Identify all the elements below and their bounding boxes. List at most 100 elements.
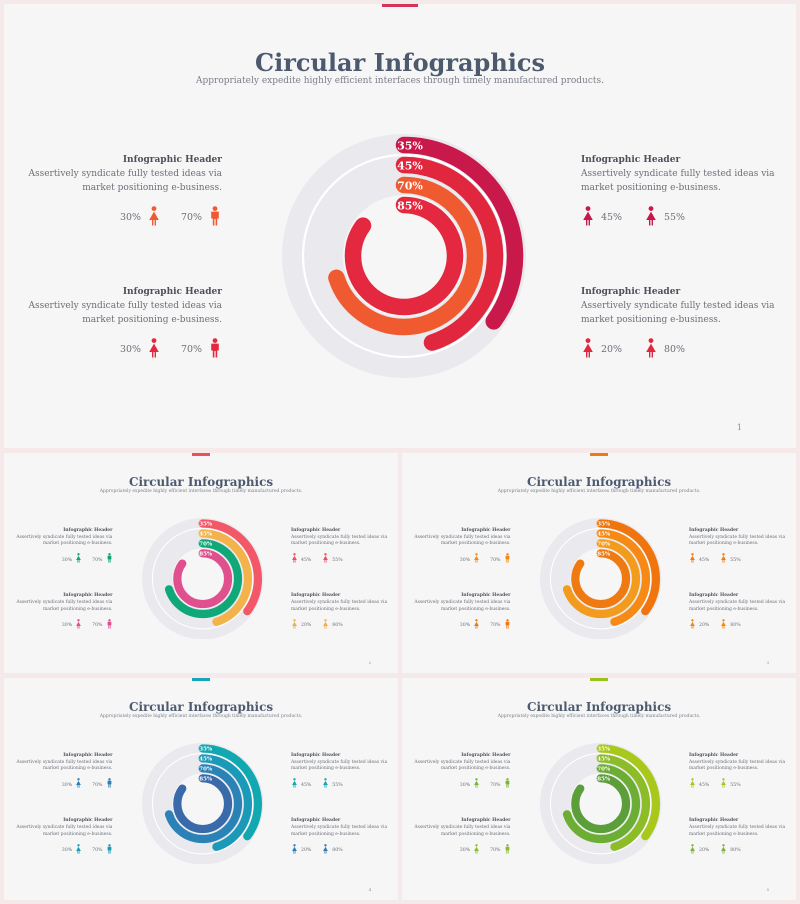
slide-1[interactable]: Circular Infographics Appropriately expe… [4, 4, 796, 448]
infographic-block-4: Infographic Header Assertively syndicate… [291, 593, 387, 633]
infographic-stats: 20% 80% [689, 844, 785, 858]
infographic-text-line1: Assertively syndicate fully tested ideas… [414, 825, 511, 831]
infographic-text-line2: market positioning e-business. [43, 832, 113, 838]
infographic-text-line2: market positioning e-business. [82, 314, 222, 325]
stat-percent: 70% [490, 848, 501, 854]
circular-progress-chart: 35% 45% 70% 85% [540, 517, 662, 640]
chart-inner-guide [550, 527, 652, 630]
ring-label: 45% [397, 160, 423, 173]
infographic-header: Infographic Header [63, 593, 113, 599]
slide-subtitle: Appropriately expedite highly efficient … [196, 76, 604, 86]
infographic-header: Infographic Header [63, 527, 113, 533]
infographic-block-1: Infographic Header Assertively syndicate… [414, 528, 510, 568]
slide-2[interactable]: Circular Infographics Appropriately expe… [4, 453, 398, 673]
slide-3[interactable]: Circular Infographics Appropriately expe… [402, 453, 796, 673]
ring-45% [551, 528, 651, 628]
infographic-block-3: Infographic Header Assertively syndicate… [689, 753, 785, 793]
stat-percent: 20% [300, 848, 312, 854]
female-icon [720, 778, 727, 792]
female-icon [473, 844, 480, 858]
infographic-text-line1: Assertively syndicate fully tested ideas… [689, 534, 786, 540]
ring-label: 85% [397, 200, 423, 213]
ring-70% [561, 538, 641, 618]
stat-percent: 45% [601, 212, 622, 224]
stat-item: 30% [460, 619, 480, 633]
infographic-block-1: Infographic Header Assertively syndicate… [414, 753, 510, 793]
stat-item: 45% [581, 206, 622, 232]
chart-inner-guide [301, 153, 507, 359]
infographic-stats: 30% 70% [414, 778, 510, 792]
infographic-text-line1: Assertively syndicate fully tested ideas… [689, 759, 786, 765]
male-icon [504, 619, 511, 633]
stat-percent: 30% [120, 344, 142, 356]
stat-item: 80% [322, 844, 343, 858]
infographic-header: Infographic Header [689, 752, 739, 758]
male-icon [504, 844, 511, 858]
infographic-header: Infographic Header [689, 527, 739, 533]
infographic-block-3: Infographic Header Assertively syndicate… [291, 528, 387, 568]
infographic-header: Infographic Header [291, 818, 341, 824]
infographic-text-line1: Assertively syndicate fully tested ideas… [28, 168, 222, 179]
stat-percent: 20% [698, 623, 710, 629]
ring-label: 45% [598, 756, 612, 762]
infographic-block-1: Infographic Header Assertively syndicate… [28, 154, 222, 232]
female-icon [291, 619, 298, 633]
stat-percent: 70% [490, 782, 501, 788]
stat-percent: 70% [490, 623, 501, 629]
stat-percent: 55% [663, 212, 685, 224]
ring-35% [143, 519, 263, 638]
ring-label: 35% [397, 140, 423, 153]
infographic-block-2: Infographic Header Assertively syndicate… [414, 818, 510, 858]
infographic-block-3: Infographic Header Assertively syndicate… [291, 753, 387, 793]
ring-label: 85% [598, 776, 612, 782]
stat-percent: 80% [663, 344, 685, 356]
female-icon [689, 844, 696, 858]
stat-percent: 30% [120, 212, 142, 224]
infographic-text-line2: market positioning e-business. [82, 182, 222, 193]
stat-item: 30% [120, 206, 161, 232]
infographic-block-2: Infographic Header Assertively syndicate… [414, 593, 510, 633]
stat-percent: 30% [459, 557, 471, 563]
infographic-text-line1: Assertively syndicate fully tested ideas… [291, 600, 388, 606]
slide-title: Circular Infographics [128, 474, 274, 489]
infographic-header: Infographic Header [461, 752, 511, 758]
infographic-block-4: Infographic Header Assertively syndicate… [689, 593, 785, 633]
slide-accent-bar [192, 678, 210, 681]
slide-title: Circular Infographics [526, 699, 672, 714]
female-icon [689, 619, 696, 633]
stat-item: 55% [720, 553, 741, 567]
infographic-header: Infographic Header [461, 593, 511, 599]
stat-percent: 80% [332, 623, 343, 629]
female-icon [581, 206, 595, 232]
female-icon [473, 553, 480, 567]
ring-35% [284, 136, 524, 376]
stat-item: 55% [322, 553, 343, 567]
stat-item: 70% [92, 553, 112, 567]
stat-percent: 55% [332, 557, 343, 563]
slide-4[interactable]: Circular Infographics Appropriately expe… [4, 678, 398, 900]
stat-percent: 30% [459, 848, 471, 854]
ring-label: 85% [200, 776, 214, 782]
infographic-stats: 20% 80% [291, 619, 387, 633]
page-number: 3 [766, 660, 770, 666]
ring-45% [153, 753, 253, 853]
infographic-text-line2: market positioning e-business. [291, 541, 361, 547]
stat-percent: 55% [332, 782, 343, 788]
stat-percent: 30% [61, 782, 73, 788]
stat-percent: 70% [92, 848, 103, 854]
infographic-stats: 20% 80% [291, 844, 387, 858]
female-icon [147, 206, 161, 232]
slide-accent-bar [590, 678, 608, 681]
infographic-header: Infographic Header [461, 527, 511, 533]
stat-item: 30% [460, 844, 480, 858]
stat-percent: 30% [459, 623, 471, 629]
slide-5[interactable]: Circular Infographics Appropriately expe… [402, 678, 796, 900]
stat-percent: 70% [92, 557, 103, 563]
infographic-text-line1: Assertively syndicate fully tested ideas… [16, 600, 113, 606]
infographic-text-line2: market positioning e-business. [689, 541, 759, 547]
ring-label: 45% [200, 756, 214, 762]
stat-item: 80% [644, 338, 685, 364]
female-icon [322, 619, 329, 633]
male-icon [106, 619, 113, 633]
infographic-text-line2: market positioning e-business. [441, 607, 511, 613]
